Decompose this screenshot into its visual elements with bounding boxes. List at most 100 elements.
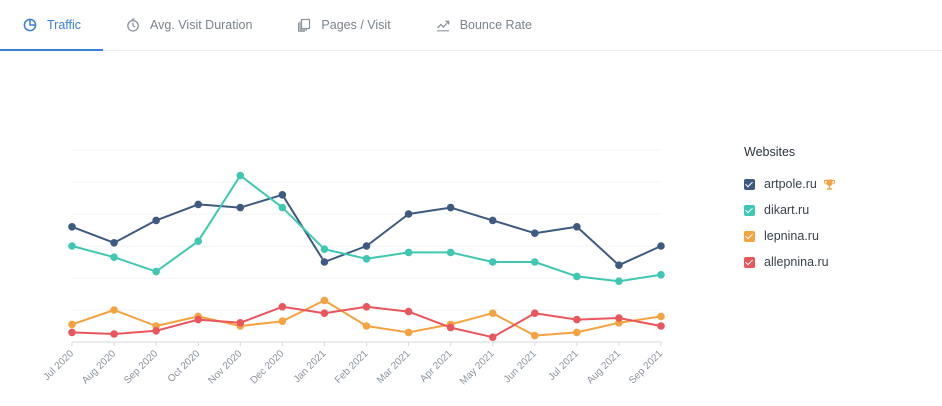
data-point bbox=[68, 223, 76, 231]
data-point bbox=[615, 261, 623, 270]
data-point bbox=[362, 322, 371, 330]
data-point bbox=[194, 315, 203, 324]
x-tick-label: Oct 2020 bbox=[166, 348, 203, 385]
data-point bbox=[404, 307, 413, 316]
data-point bbox=[110, 253, 118, 261]
tab-bar: Traffic Avg. Visit Duration Pages / Visi… bbox=[0, 0, 942, 51]
legend-item-lepnina.ru[interactable]: lepnina.ru bbox=[744, 223, 836, 249]
data-point bbox=[152, 327, 160, 335]
data-point bbox=[404, 210, 413, 218]
data-point bbox=[404, 248, 413, 257]
data-point bbox=[278, 191, 287, 199]
series-line-artpole.ru bbox=[71, 193, 662, 267]
data-point bbox=[446, 323, 455, 332]
data-point bbox=[320, 309, 329, 318]
data-point bbox=[573, 315, 581, 324]
data-point bbox=[320, 296, 329, 305]
x-tick-label: May 2021 bbox=[458, 348, 497, 387]
data-point bbox=[110, 330, 118, 338]
x-tick-label: Aug 2020 bbox=[80, 348, 118, 386]
x-tick-label: Sep 2020 bbox=[122, 348, 160, 386]
data-point bbox=[110, 239, 118, 247]
x-tick-label: Dec 2020 bbox=[248, 348, 286, 386]
data-point bbox=[530, 258, 539, 266]
tab-bounce-rate[interactable]: Bounce Rate bbox=[413, 0, 554, 50]
stopwatch-icon bbox=[125, 17, 141, 33]
legend-item-allepnina.ru[interactable]: allepnina.ru bbox=[744, 249, 836, 275]
x-tick-label: Jun 2021 bbox=[502, 348, 539, 385]
x-tick-label: Sep 2021 bbox=[627, 348, 665, 386]
data-point bbox=[446, 203, 455, 212]
tab-traffic[interactable]: Traffic bbox=[0, 0, 104, 51]
data-point bbox=[404, 328, 413, 337]
data-point bbox=[530, 309, 539, 318]
x-tick-label: Apr 2021 bbox=[418, 348, 455, 385]
pages-icon bbox=[296, 17, 312, 33]
legend-label: allepnina.ru bbox=[764, 255, 829, 269]
data-point bbox=[362, 303, 371, 311]
chart-legend: Websites artpole.ru dikart.ru lepnina.ru al… bbox=[744, 145, 836, 275]
data-point bbox=[488, 258, 497, 266]
x-tick-label: Nov 2020 bbox=[206, 348, 244, 386]
data-point bbox=[194, 237, 203, 245]
data-point bbox=[530, 229, 539, 237]
data-point bbox=[657, 271, 665, 279]
data-point bbox=[194, 200, 203, 209]
tab-label: Pages / Visit bbox=[321, 18, 391, 32]
data-point bbox=[362, 242, 371, 250]
tab-label: Bounce Rate bbox=[459, 18, 532, 32]
data-point bbox=[68, 242, 76, 250]
x-tick-label: Aug 2021 bbox=[585, 348, 623, 386]
data-point bbox=[278, 203, 287, 212]
data-point bbox=[110, 306, 118, 314]
legend-title: Websites bbox=[744, 145, 796, 159]
legend-checkbox[interactable] bbox=[744, 178, 755, 190]
pie-chart-icon bbox=[22, 17, 38, 33]
data-point bbox=[657, 242, 665, 250]
legend-item-artpole.ru[interactable]: artpole.ru bbox=[744, 171, 836, 197]
data-point bbox=[446, 248, 455, 257]
data-point bbox=[362, 254, 371, 263]
data-point bbox=[573, 328, 581, 337]
x-tick-label: Jul 2020 bbox=[42, 348, 77, 383]
data-point bbox=[488, 309, 497, 318]
data-point bbox=[657, 312, 665, 321]
data-point bbox=[68, 328, 76, 337]
trend-icon bbox=[435, 17, 451, 33]
data-point bbox=[236, 319, 245, 327]
data-point bbox=[278, 317, 287, 326]
legend-checkbox[interactable] bbox=[744, 256, 755, 268]
tab-pages-per-visit[interactable]: Pages / Visit bbox=[274, 0, 412, 50]
tab-label: Avg. Visit Duration bbox=[150, 18, 253, 32]
data-point bbox=[320, 245, 329, 253]
tab-label: Traffic bbox=[47, 18, 82, 32]
legend-checkbox[interactable] bbox=[744, 230, 755, 242]
trophy-icon bbox=[823, 178, 836, 191]
data-point bbox=[152, 216, 160, 225]
data-point bbox=[152, 267, 160, 276]
x-tick-label: Jul 2021 bbox=[546, 348, 581, 383]
legend-label: artpole.ru bbox=[764, 177, 817, 191]
data-point bbox=[236, 203, 245, 212]
legend-item-dikart.ru[interactable]: dikart.ru bbox=[744, 197, 836, 223]
legend-label: dikart.ru bbox=[764, 203, 810, 217]
x-tick-label: Mar 2021 bbox=[375, 348, 413, 386]
legend-label: lepnina.ru bbox=[764, 229, 819, 243]
data-point bbox=[488, 333, 497, 342]
data-point bbox=[68, 320, 76, 329]
data-point bbox=[530, 331, 539, 340]
data-point bbox=[488, 216, 497, 225]
data-point bbox=[320, 258, 329, 266]
data-point bbox=[615, 277, 623, 286]
data-point bbox=[573, 272, 581, 281]
data-point bbox=[236, 171, 245, 180]
legend-checkbox[interactable] bbox=[744, 204, 755, 216]
x-tick-label: Feb 2021 bbox=[333, 348, 371, 386]
data-point bbox=[657, 322, 665, 330]
data-point bbox=[615, 314, 623, 322]
data-point bbox=[278, 303, 287, 311]
x-tick-label: Jan 2021 bbox=[292, 348, 329, 385]
data-point bbox=[573, 223, 581, 231]
tab-avg-visit-duration[interactable]: Avg. Visit Duration bbox=[103, 0, 274, 50]
